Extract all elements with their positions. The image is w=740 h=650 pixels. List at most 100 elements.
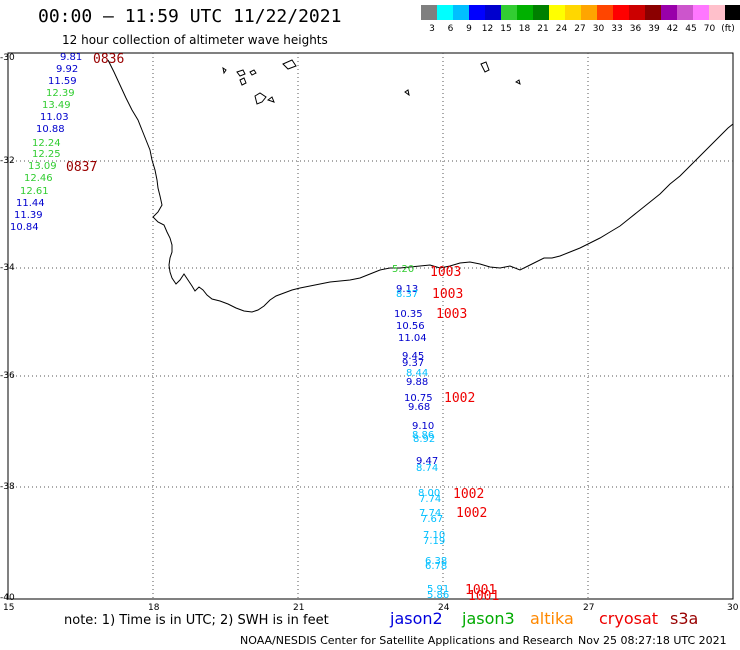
wave-height-label: 13.09	[28, 161, 57, 172]
wave-height-label: 12.39	[46, 88, 75, 99]
pressure-label: 1001	[465, 583, 497, 598]
wave-height-label: 9.37	[402, 358, 425, 369]
lon-label: 24	[438, 603, 450, 613]
legend-tick: 30	[592, 24, 605, 34]
wave-height-label: 8.00	[418, 488, 441, 499]
legend-tick: 39	[648, 24, 660, 34]
legend-swatch	[677, 5, 693, 20]
legend-tick: (ft)	[721, 24, 735, 34]
legend-swatch	[725, 5, 740, 20]
legend-swatch	[565, 5, 581, 20]
generated-timestamp: Nov 25 08:27:18 UTC 2021	[578, 634, 727, 647]
legend-tick: 24	[555, 24, 568, 34]
legend-swatch	[581, 5, 597, 20]
wave-height-label: 9.88	[406, 377, 429, 388]
pressure-label: 1002	[444, 391, 476, 406]
legend-tick: 27	[574, 24, 586, 34]
satellite-s3a: s3a	[670, 609, 699, 628]
legend-swatch	[421, 5, 437, 20]
legend-tick: 3	[429, 24, 435, 34]
legend-tick: 18	[518, 24, 531, 34]
legend-swatch	[453, 5, 469, 20]
wave-height-label: 8.37	[396, 289, 419, 300]
lon-label: 18	[148, 603, 160, 613]
graticule	[8, 53, 733, 599]
wave-height-label: 11.39	[14, 210, 43, 221]
wave-height-label: 9.10	[412, 421, 435, 432]
wave-height-label: 5.91	[427, 584, 450, 595]
map-frame	[7, 52, 734, 600]
wave-height-label: 10.88	[36, 124, 65, 135]
lat-label: -36	[0, 371, 15, 381]
footer-note: note: 1) Time is in UTC; 2) SWH is in fe…	[64, 613, 329, 628]
wave-height-label: 9.47	[416, 456, 439, 467]
pressure-label: 1003	[432, 287, 464, 302]
legend-swatch	[437, 5, 453, 20]
credit-line: NOAA/NESDIS Center for Satellite Applica…	[240, 634, 574, 647]
wave-height-label: 5.86	[427, 590, 450, 601]
lat-label: -38	[0, 482, 15, 492]
legend-swatch	[501, 5, 517, 20]
lat-label: -34	[0, 263, 15, 273]
legend-swatch	[533, 5, 549, 20]
legend-swatch	[693, 5, 709, 20]
wave-height-label: 8.92	[413, 434, 436, 445]
pressure-label: 1003	[436, 307, 468, 322]
wave-height-label: 8.44	[406, 368, 429, 379]
legend-swatch	[661, 5, 677, 20]
legend-tick: 12	[481, 24, 494, 34]
wave-height-label: 9.81	[60, 52, 83, 63]
lon-label: 21	[293, 603, 305, 613]
islands	[222, 59, 521, 105]
wave-height-label: 10.35	[394, 309, 423, 320]
legend-tick: 9	[466, 24, 472, 34]
legend-swatch	[613, 5, 629, 20]
wave-height-label: 6.38	[425, 556, 448, 567]
wave-height-label: 8.74	[416, 463, 439, 474]
legend-swatch	[485, 5, 501, 20]
lon-label: 15	[3, 603, 15, 613]
wave-height-label: 9.92	[56, 64, 79, 75]
wave-height-label: 7.74	[419, 508, 442, 519]
wave-height-label: 7.67	[421, 514, 444, 525]
legend-tick: 42	[666, 24, 679, 34]
satellite-cryosat: cryosat	[599, 609, 659, 628]
wave-height-label: 8.86	[412, 430, 435, 441]
legend-tick: 45	[685, 24, 697, 34]
wave-height-label: 12.61	[20, 186, 49, 197]
wave-height-label: 9.68	[408, 402, 431, 413]
legend-swatch	[629, 5, 645, 20]
legend-swatch	[597, 5, 613, 20]
wave-height-label: 12.25	[32, 149, 61, 160]
legend-swatch	[645, 5, 661, 20]
wave-height-label: 13.49	[42, 100, 71, 111]
page-title: 00:00 – 11:59 UTC 11/22/2021	[38, 6, 342, 27]
pressure-label: 1002	[456, 506, 488, 521]
wave-height-label: 9.13	[396, 284, 419, 295]
coastline	[107, 59, 734, 313]
wave-height-label: 11.44	[16, 198, 45, 209]
wave-height-label: 11.04	[398, 333, 427, 344]
lon-label: 27	[583, 603, 595, 613]
legend-tick: 15	[500, 24, 512, 34]
legend-tick: 70	[703, 24, 716, 34]
legend-swatch	[469, 5, 485, 20]
wave-height-label: 6.78	[425, 561, 448, 572]
legend-swatch	[549, 5, 565, 20]
wave-height-label: 11.03	[40, 112, 69, 123]
wave-height-label: 5.20	[392, 264, 415, 275]
pressure-label: 1003	[430, 265, 462, 280]
legend-tick: 6	[447, 24, 454, 34]
legend-tick: 33	[611, 24, 623, 34]
satellite-jason3: jason3	[462, 609, 515, 628]
legend-tick: 36	[629, 24, 642, 34]
legend-swatch	[517, 5, 533, 20]
wave-height-label: 9.45	[402, 351, 425, 362]
wave-height-label: 7.19	[423, 536, 446, 547]
legend-swatch	[709, 5, 725, 20]
wave-height-label: 12.46	[24, 173, 53, 184]
wave-height-label: 7.74	[419, 494, 442, 505]
wave-height-label: 10.84	[10, 222, 39, 233]
wave-height-label: 12.24	[32, 138, 61, 149]
